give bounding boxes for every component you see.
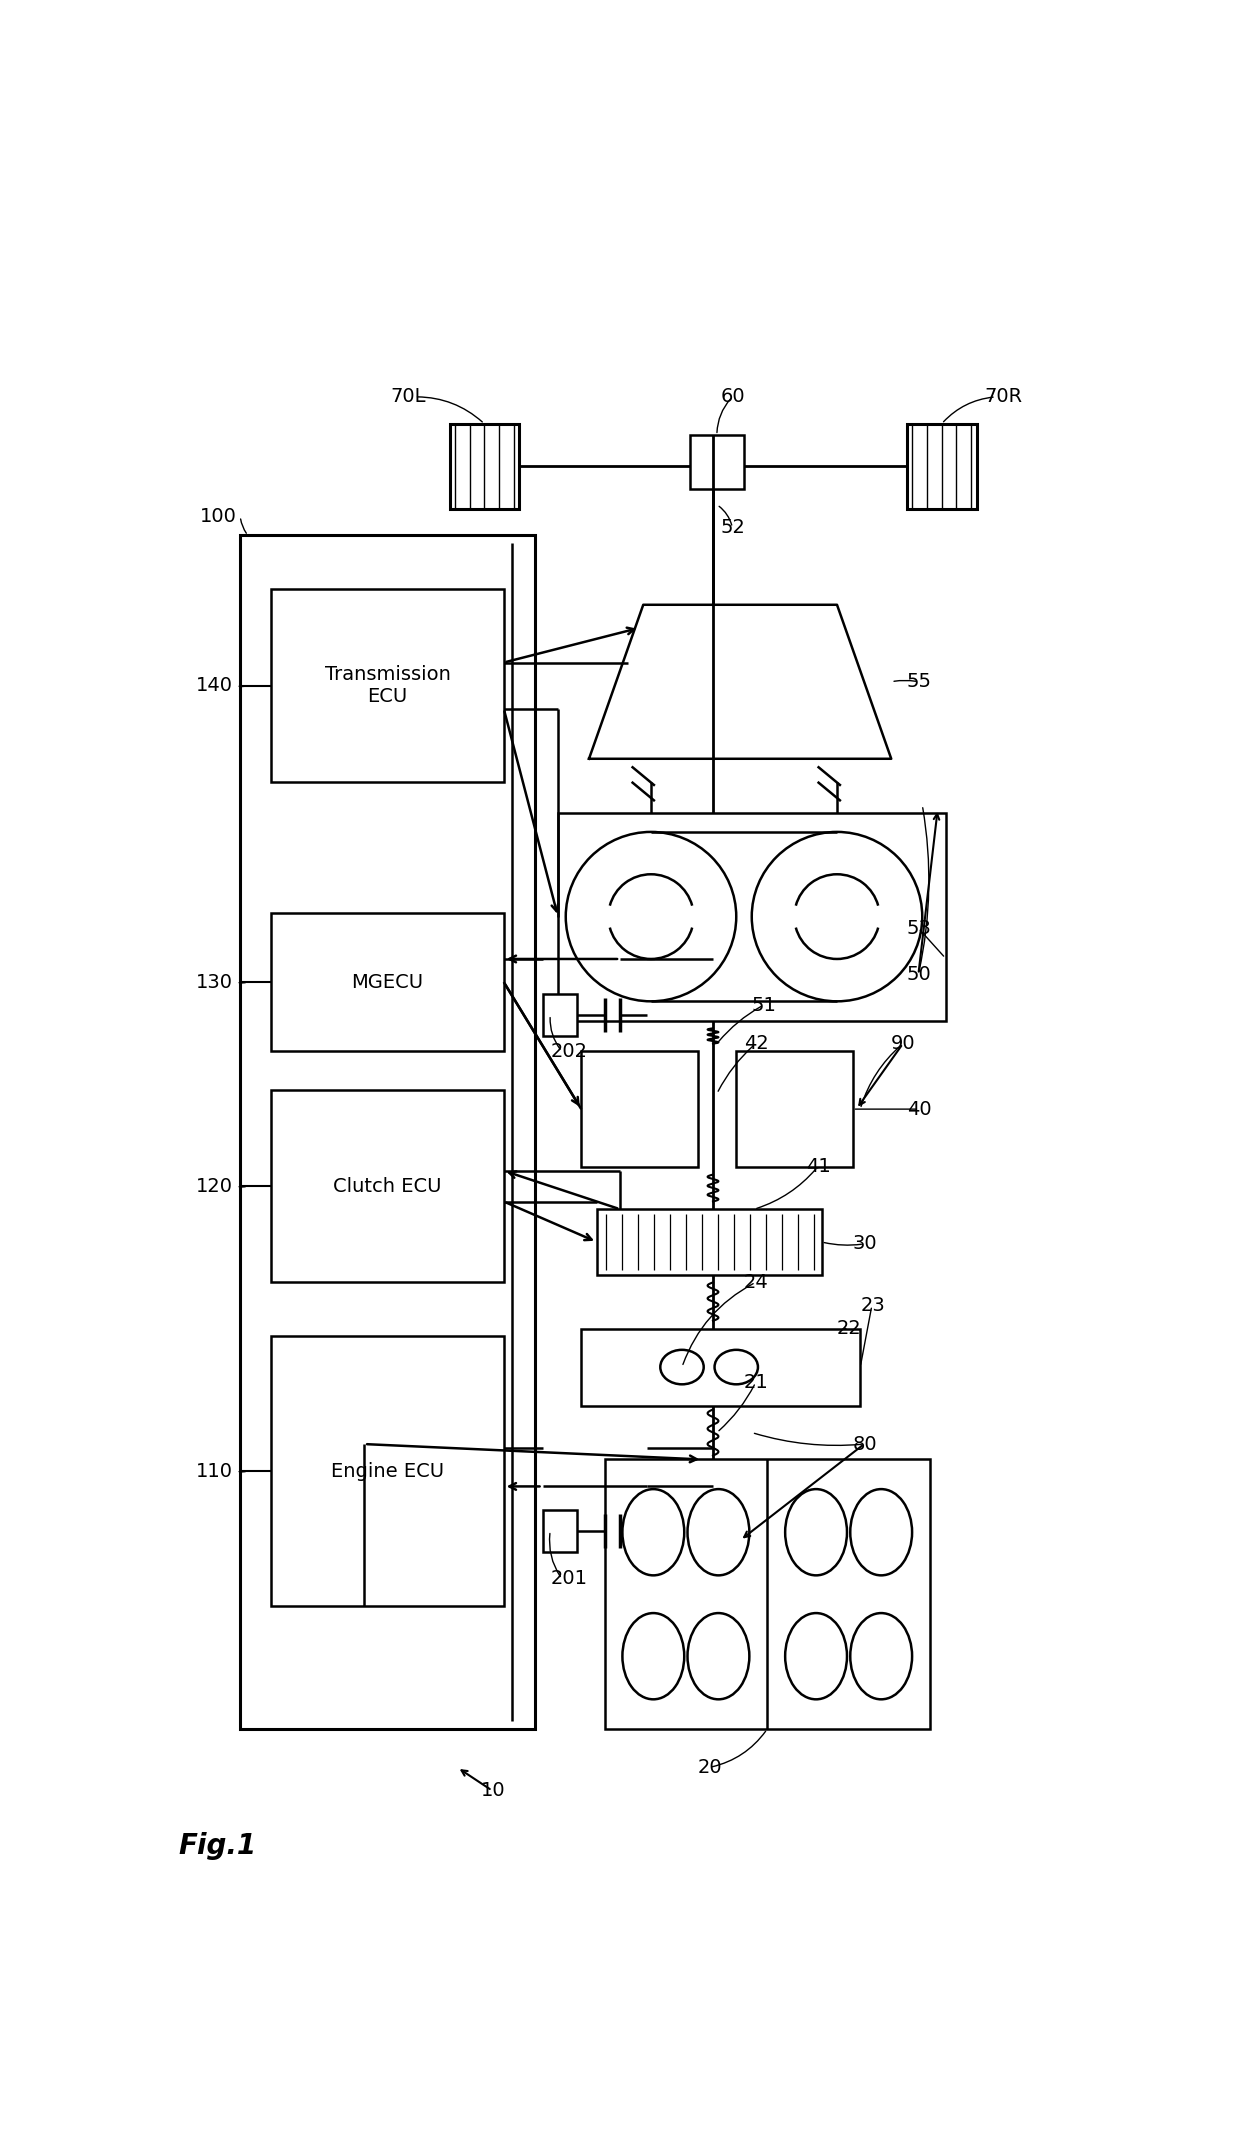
Bar <box>543 1510 578 1553</box>
Text: 20: 20 <box>697 1758 722 1777</box>
Text: Transmission
ECU: Transmission ECU <box>325 665 450 706</box>
Text: 40: 40 <box>906 1101 931 1118</box>
Ellipse shape <box>851 1613 913 1700</box>
Ellipse shape <box>622 1489 684 1576</box>
Text: 10: 10 <box>481 1781 505 1800</box>
Bar <box>272 589 503 783</box>
Ellipse shape <box>785 1489 847 1576</box>
Ellipse shape <box>687 1613 749 1700</box>
Bar <box>543 994 578 1037</box>
Ellipse shape <box>660 1350 704 1384</box>
Bar <box>272 913 503 1052</box>
Bar <box>906 424 977 508</box>
Ellipse shape <box>785 1613 847 1700</box>
Text: 110: 110 <box>196 1461 233 1480</box>
Text: 140: 140 <box>196 676 233 695</box>
Bar <box>605 1459 930 1730</box>
Text: 21: 21 <box>744 1374 769 1393</box>
Text: Clutch ECU: Clutch ECU <box>334 1177 441 1197</box>
Text: MGECU: MGECU <box>351 973 424 992</box>
Text: 120: 120 <box>196 1177 233 1197</box>
Bar <box>272 1335 503 1606</box>
Text: 130: 130 <box>196 973 233 992</box>
Ellipse shape <box>687 1489 749 1576</box>
Bar <box>737 1052 853 1167</box>
Text: Engine ECU: Engine ECU <box>331 1461 444 1480</box>
Bar <box>241 535 534 1730</box>
Bar <box>596 1209 821 1276</box>
Text: 53: 53 <box>906 919 931 939</box>
Text: 52: 52 <box>720 518 745 538</box>
Text: 202: 202 <box>551 1041 588 1060</box>
Text: 100: 100 <box>200 508 237 525</box>
Text: 51: 51 <box>751 996 776 1015</box>
Ellipse shape <box>714 1350 758 1384</box>
Text: 80: 80 <box>853 1436 877 1453</box>
Text: 55: 55 <box>906 672 931 691</box>
Bar <box>272 1090 503 1282</box>
Bar <box>689 435 744 488</box>
Text: 50: 50 <box>906 964 931 983</box>
Text: 201: 201 <box>551 1570 588 1589</box>
Text: 42: 42 <box>744 1035 769 1054</box>
Bar <box>449 424 520 508</box>
Ellipse shape <box>622 1613 684 1700</box>
Text: 60: 60 <box>720 388 745 407</box>
Text: Fig.1: Fig.1 <box>179 1832 257 1860</box>
Text: 90: 90 <box>892 1035 916 1054</box>
Bar <box>582 1329 861 1406</box>
Text: 70R: 70R <box>985 388 1022 407</box>
Bar <box>558 813 945 1020</box>
Text: 70L: 70L <box>391 388 427 407</box>
Text: 22: 22 <box>837 1318 862 1337</box>
Ellipse shape <box>851 1489 913 1576</box>
Text: 41: 41 <box>806 1158 831 1177</box>
Bar <box>582 1052 697 1167</box>
Text: 24: 24 <box>744 1273 769 1293</box>
Text: 30: 30 <box>853 1235 877 1254</box>
Text: 23: 23 <box>861 1297 885 1314</box>
